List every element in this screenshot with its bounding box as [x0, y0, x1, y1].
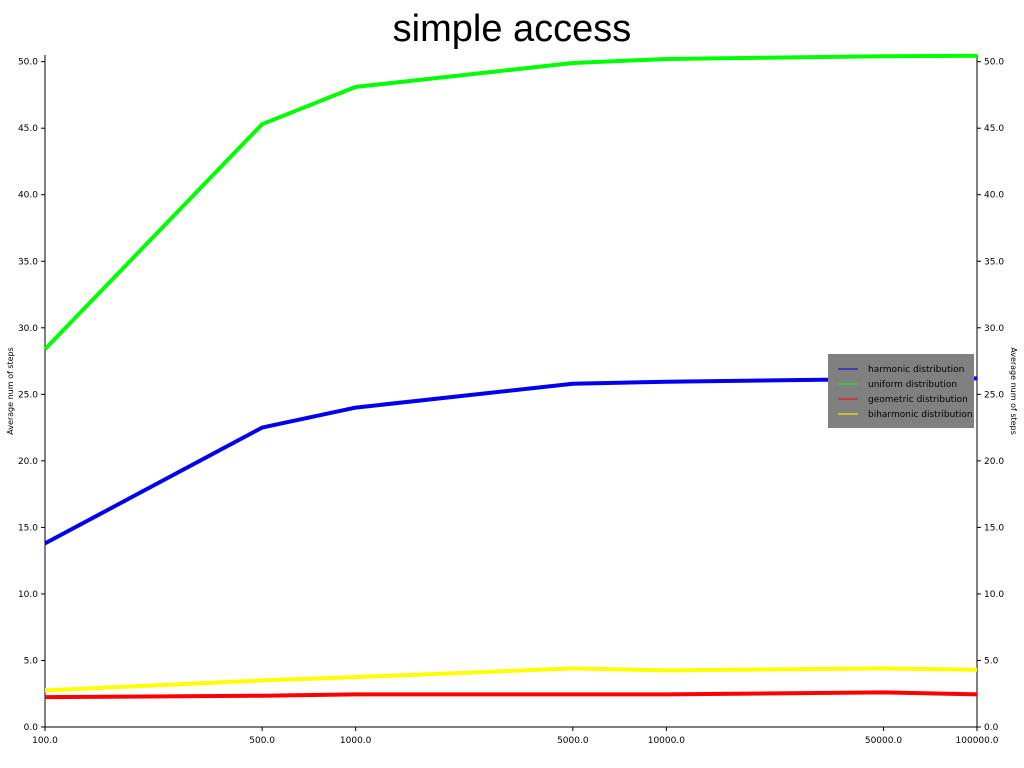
y-tick-label-left: 40.0	[18, 191, 38, 201]
legend-label: uniform distribution	[868, 380, 957, 390]
x-tick-label: 500.0	[249, 736, 275, 746]
x-tick-label: 10000.0	[648, 736, 685, 746]
y-tick-label-left: 45.0	[18, 124, 38, 134]
legend-box	[828, 354, 974, 428]
y-tick-label-right: 25.0	[984, 390, 1004, 400]
legend-label: geometric distribution	[868, 395, 968, 405]
y-tick-label-left: 0.0	[24, 723, 39, 733]
y-axis-title-left: Average num of steps	[6, 347, 15, 435]
y-tick-label-left: 50.0	[18, 58, 38, 68]
y-tick-label-right: 10.0	[984, 590, 1004, 600]
y-tick-label-left: 5.0	[24, 656, 39, 666]
legend-label: harmonic distribution	[868, 365, 964, 375]
y-tick-label-left: 10.0	[18, 590, 38, 600]
x-tick-label: 1000.0	[340, 736, 372, 746]
y-axis-title-right: Average num of steps	[1009, 347, 1018, 435]
tick-marks: 0.0 0.0 5.0 5.0 10.0 10.0 15.0 15.0 20.0 20.0 25.0…	[18, 58, 1004, 746]
y-tick-label-right: 20.0	[984, 457, 1004, 467]
y-tick-label-right: 45.0	[984, 124, 1004, 134]
y-tick-label-left: 35.0	[18, 257, 38, 267]
y-tick-label-left: 20.0	[18, 457, 38, 467]
x-tick-label: 50000.0	[865, 736, 902, 746]
y-tick-label-right: 5.0	[984, 656, 999, 666]
series-line-uniform-distribution	[43, 53, 978, 351]
y-tick-label-right: 40.0	[984, 191, 1004, 201]
series-line-geometric-distribution	[44, 690, 978, 700]
x-tick-label: 100.0	[32, 736, 58, 746]
series-lines	[43, 53, 978, 700]
x-tick-label: 5000.0	[557, 736, 589, 746]
y-tick-label-right: 30.0	[984, 324, 1004, 334]
y-tick-label-right: 50.0	[984, 58, 1004, 68]
y-tick-label-left: 30.0	[18, 324, 38, 334]
y-tick-label-left: 25.0	[18, 390, 38, 400]
chart-title: simple access	[393, 8, 632, 50]
y-tick-label-right: 0.0	[984, 723, 999, 733]
axes	[44, 55, 978, 728]
series-line-biharmonic-distribution	[44, 666, 978, 693]
legend: harmonic distribution uniform distributio…	[828, 354, 974, 428]
y-tick-label-right: 35.0	[984, 257, 1004, 267]
y-tick-label-right: 15.0	[984, 523, 1004, 533]
y-tick-label-left: 15.0	[18, 523, 38, 533]
x-tick-label: 100000.0	[956, 736, 999, 746]
legend-label: biharmonic distribution	[868, 410, 973, 420]
